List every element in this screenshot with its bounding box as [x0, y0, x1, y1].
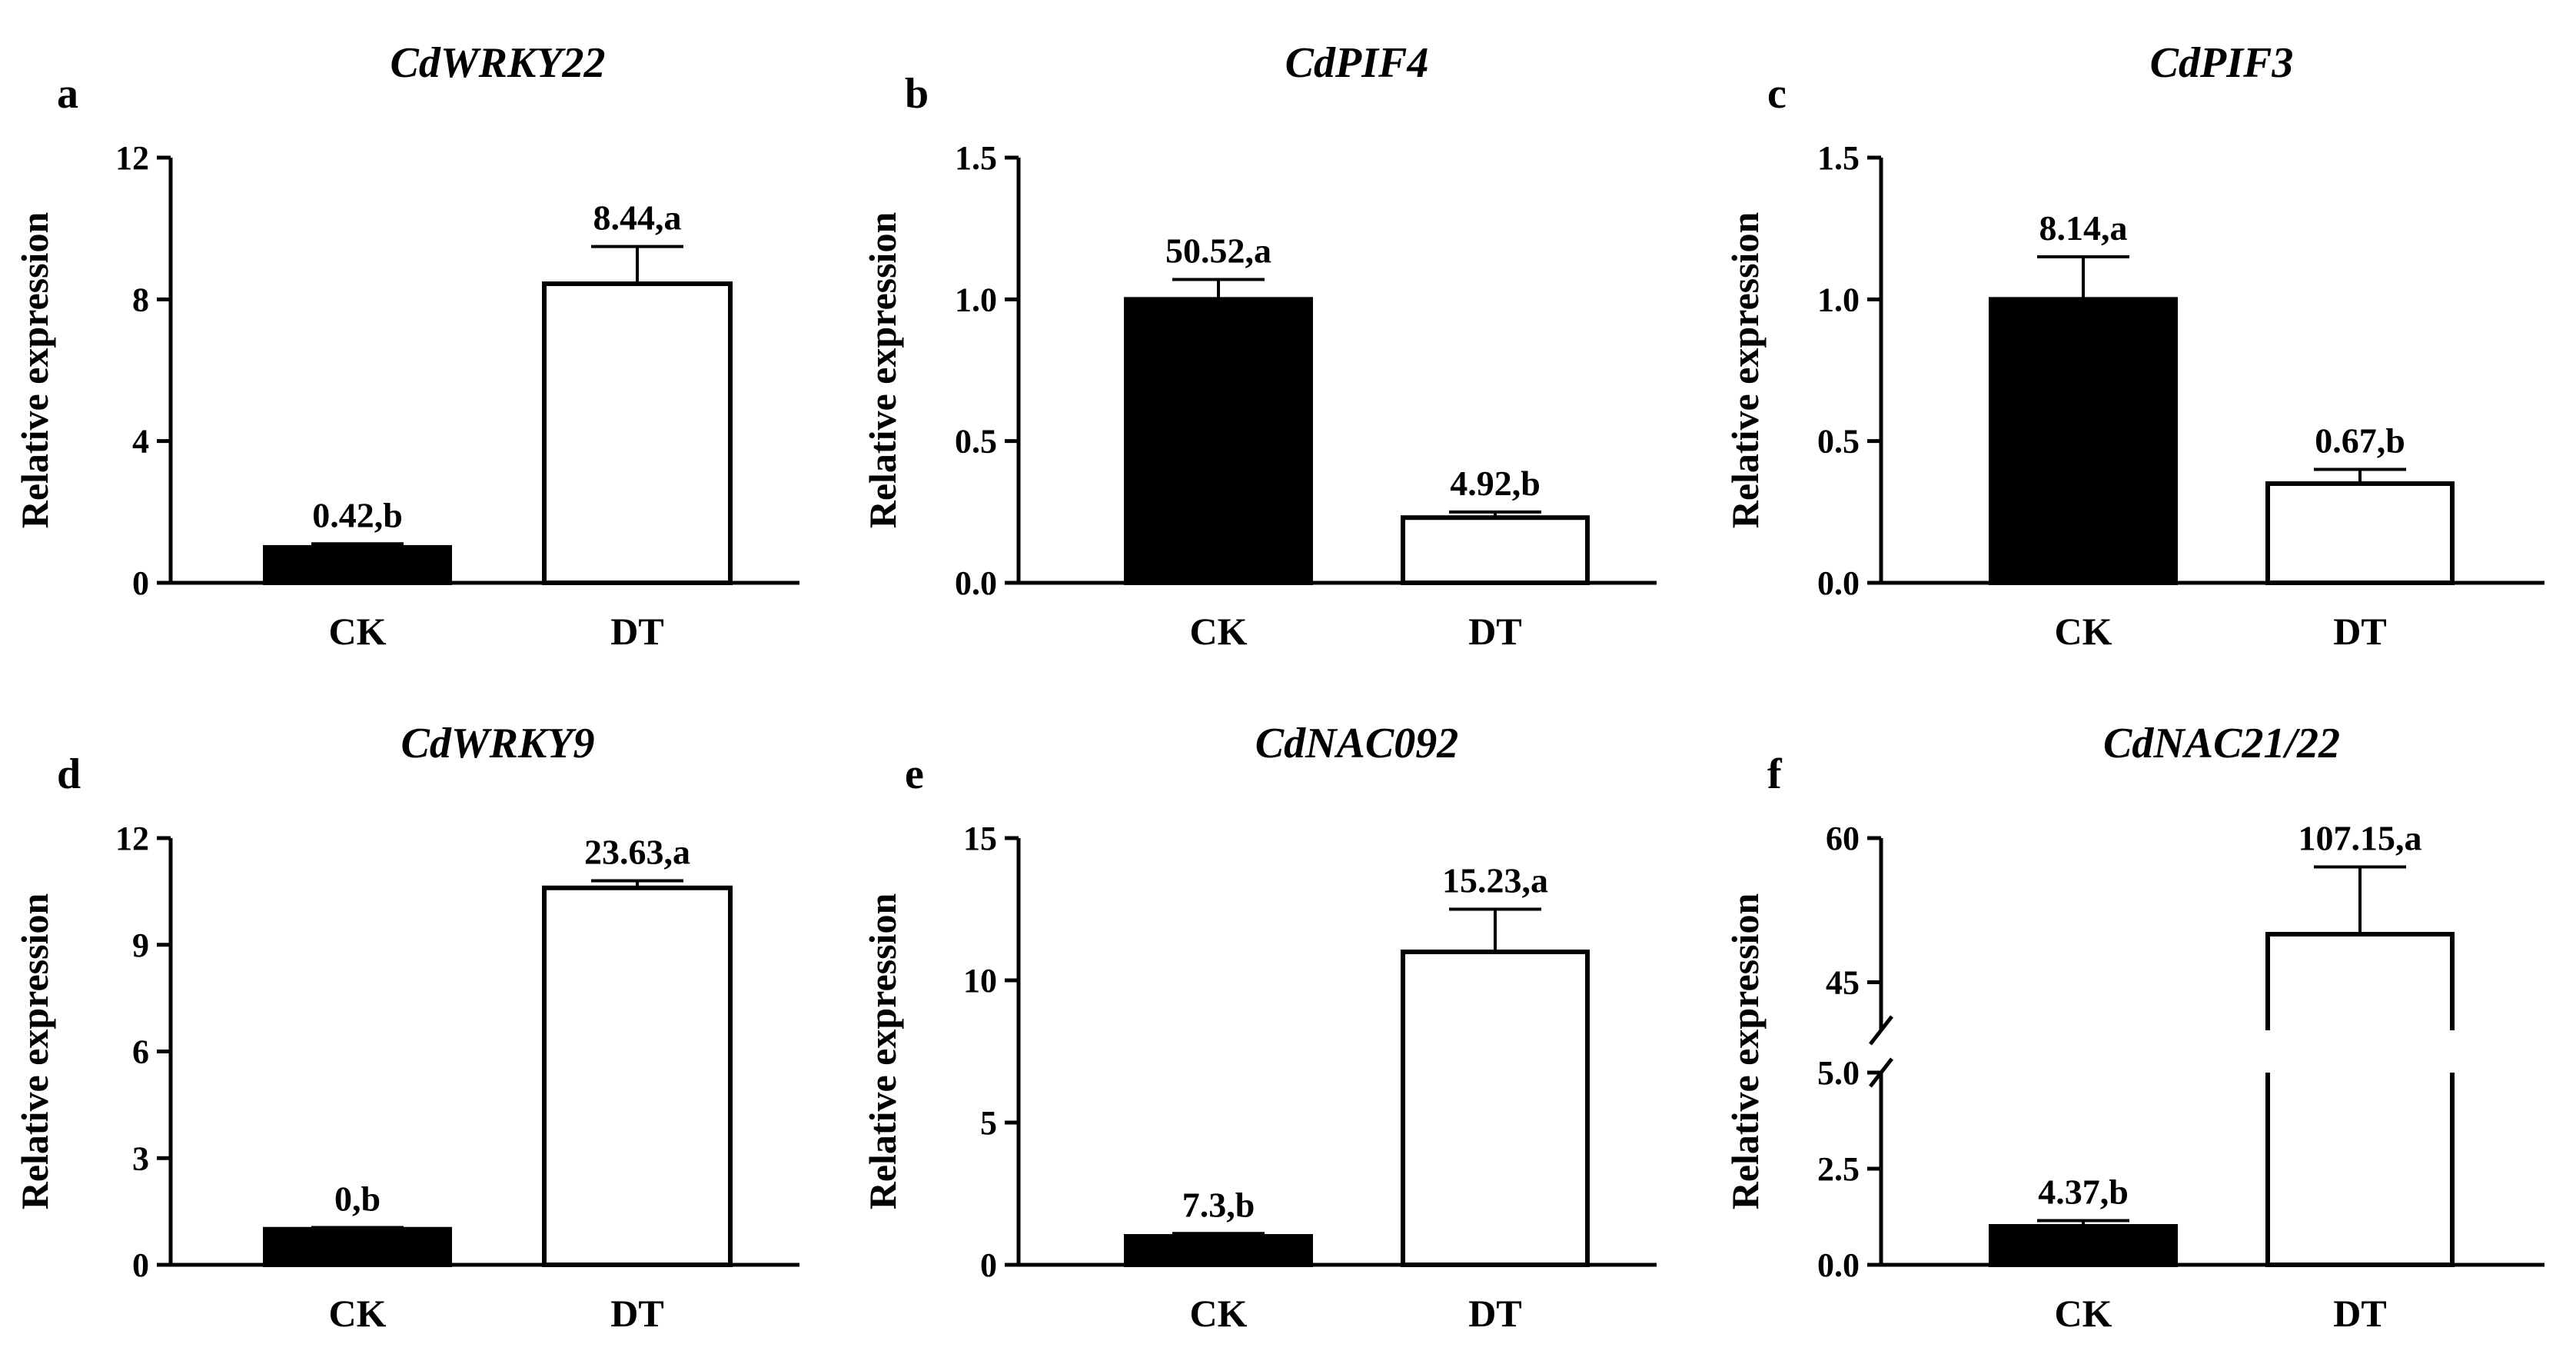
bar-dt [1401, 950, 1590, 1267]
x-category-label: CK [329, 610, 387, 653]
y-axis-label: Relative expression [1723, 212, 1767, 529]
data-label: 15.23,a [1442, 861, 1548, 900]
data-label: 7.3,b [1182, 1185, 1255, 1224]
y-tick-label: 0.0 [1817, 564, 1860, 602]
data-label: 0.42,b [312, 495, 403, 534]
bar-dt [2265, 481, 2455, 586]
panel-f: f CdNAC21/22 0.0 2.5 5.0 45 60 Relative express… [1723, 720, 2544, 1335]
panel-title: CdWRKY22 [390, 39, 605, 87]
data-label: 8.14,a [2039, 208, 2128, 248]
y-tick-label: 1.0 [1817, 281, 1860, 318]
x-category-label: DT [1468, 1292, 1521, 1335]
y-tick-label: 8 [132, 281, 149, 318]
y-tick-label: 5 [980, 1104, 997, 1142]
y-tick-label: 0 [132, 1246, 149, 1284]
panel-letter: e [905, 750, 924, 798]
panel-e: e CdNAC092 0 5 10 15 Relative expression 7.3,b C… [861, 720, 1657, 1335]
y-tick-label: 0 [132, 564, 149, 602]
panel-title: CdNAC21/22 [2103, 720, 2340, 767]
x-category-label: DT [2333, 1292, 2386, 1335]
data-label: 50.52,a [1165, 231, 1271, 271]
y-tick-label: 9 [132, 927, 149, 964]
panel-title: CdPIF3 [2150, 39, 2294, 87]
x-category-label: CK [1190, 1292, 1248, 1335]
panel-title: CdWRKY9 [401, 720, 594, 767]
y-axis-label: Relative expression [861, 212, 904, 529]
panel-letter: f [1767, 750, 1783, 798]
y-tick-label: 0.0 [955, 564, 997, 602]
y-axis-label: Relative expression [1723, 893, 1767, 1210]
panel-a: a CdWRKY22 0 4 8 12 Relative expression 0.42,b C… [13, 39, 799, 653]
panel-b: b CdPIF4 0.0 0.5 1.0 1.5 Relative expression 50… [861, 39, 1657, 653]
axis-break-mark [1869, 1015, 1893, 1046]
y-tick-label: 4 [132, 423, 149, 461]
y-tick-label: 6 [132, 1033, 149, 1071]
x-category-label: DT [2333, 610, 2386, 653]
bar-dt [542, 281, 733, 585]
y-tick-label: 15 [963, 820, 997, 857]
bar-ck [1124, 1234, 1313, 1267]
y-tick-label: 12 [115, 139, 149, 177]
data-label: 4.92,b [1450, 464, 1541, 503]
y-tick-label: 12 [115, 820, 149, 857]
y-tick-label: 3 [132, 1139, 149, 1177]
y-tick-label: 0 [980, 1246, 997, 1284]
data-label: 107.15,a [2298, 819, 2422, 858]
y-tick-label: 10 [963, 962, 997, 1000]
bar-ck [1989, 1224, 2178, 1267]
panel-title: CdPIF4 [1285, 39, 1429, 87]
panel-letter: b [905, 70, 929, 118]
bar-ck [263, 544, 452, 586]
y-tick-label: 1.5 [1817, 139, 1860, 177]
y-tick-label: 60 [1826, 820, 1860, 857]
y-tick-label: 45 [1826, 964, 1860, 1002]
y-tick-label: 2.5 [1817, 1150, 1860, 1188]
data-label: 23.63,a [584, 833, 690, 872]
x-category-label: CK [1190, 610, 1248, 653]
x-category-label: CK [2055, 1292, 2112, 1335]
data-label: 4.37,b [2038, 1173, 2129, 1212]
bar-ck [263, 1226, 452, 1267]
x-category-label: DT [1468, 610, 1521, 653]
bar-ck [1124, 297, 1313, 585]
y-tick-label: 5.0 [1817, 1054, 1860, 1092]
x-category-label: DT [610, 1292, 663, 1335]
x-category-label: CK [2055, 610, 2112, 653]
y-axis-label: Relative expression [861, 893, 904, 1210]
x-category-label: DT [610, 610, 663, 653]
data-label: 8.44,a [593, 198, 682, 238]
x-category-label: CK [329, 1292, 387, 1335]
y-tick-label: 0.5 [1817, 423, 1860, 461]
panel-letter: c [1767, 70, 1787, 118]
y-tick-label: 0.0 [1817, 1246, 1860, 1284]
bar-dt-lower [2265, 1073, 2455, 1267]
panel-letter: d [57, 750, 81, 798]
bar-dt [542, 885, 733, 1267]
bar-dt [1401, 515, 1590, 585]
panel-letter: a [57, 70, 78, 118]
data-label: 0,b [334, 1179, 381, 1218]
y-tick-label: 1.5 [955, 139, 997, 177]
y-axis-label: Relative expression [13, 212, 56, 529]
bar-ck [1989, 297, 2178, 585]
data-label: 0.67,b [2315, 421, 2405, 461]
y-tick-label: 1.0 [955, 281, 997, 318]
panel-c: c CdPIF3 0.0 0.5 1.0 1.5 Relative expression 8.… [1723, 39, 2544, 653]
bar-dt-upper [2265, 932, 2455, 1030]
y-axis-label: Relative expression [13, 893, 56, 1210]
panel-title: CdNAC092 [1255, 720, 1459, 767]
y-tick-label: 0.5 [955, 423, 997, 461]
panel-d: d CdWRKY9 0 3 6 9 12 Relative expression 0,b CK 23… [13, 720, 799, 1335]
